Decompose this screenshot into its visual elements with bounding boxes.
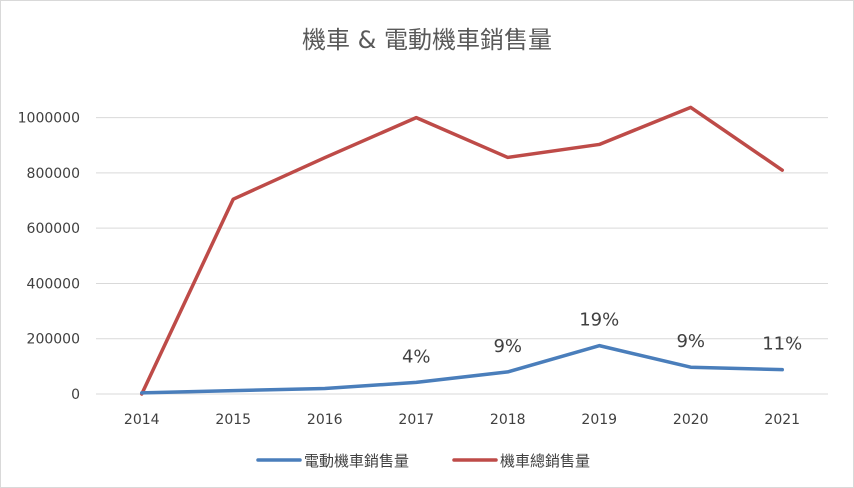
legend-label: 機車總銷售量: [500, 452, 590, 470]
data-label: 11%: [762, 334, 802, 355]
x-tick-label: 2020: [673, 412, 709, 428]
data-annotations: 4% 9% 19% 9% 11%: [402, 310, 802, 368]
x-tick-label: 2014: [124, 412, 160, 428]
y-tick-label: 800000: [27, 166, 80, 182]
data-label: 9%: [676, 331, 705, 352]
x-tick-label: 2015: [215, 412, 251, 428]
y-tick-label: 600000: [27, 221, 80, 237]
y-tick-label: 200000: [27, 332, 80, 348]
series-line: [140, 343, 784, 395]
y-axis-ticks: 0 200000 400000 600000 800000 1000000: [18, 111, 80, 403]
legend: 電動機車銷售量 機車總銷售量: [256, 452, 590, 470]
data-label: 4%: [402, 346, 431, 367]
y-tick-label: 1000000: [18, 111, 80, 127]
y-tick-label: 400000: [27, 276, 80, 292]
y-tick-label: 0: [71, 387, 80, 403]
x-tick-label: 2017: [398, 412, 434, 428]
data-label: 19%: [579, 310, 619, 331]
x-axis-ticks: 2014 2015 2016 2017 2018 2019 2020 2021: [124, 412, 800, 428]
chart-title: 機車 & 電動機車銷售量: [302, 26, 552, 54]
x-tick-label: 2019: [581, 412, 617, 428]
legend-label: 電動機車銷售量: [304, 452, 409, 470]
series-lines: [140, 105, 784, 396]
x-tick-label: 2018: [490, 412, 526, 428]
x-tick-label: 2016: [307, 412, 343, 428]
data-label: 9%: [493, 336, 522, 357]
x-tick-label: 2021: [764, 412, 800, 428]
series-line: [140, 105, 784, 396]
